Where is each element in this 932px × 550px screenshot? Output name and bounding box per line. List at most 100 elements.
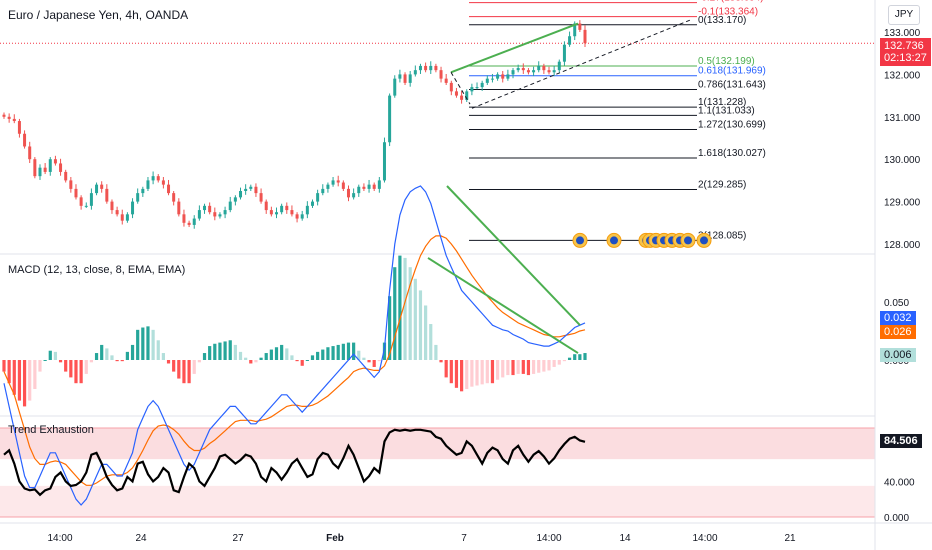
macd-histogram-bar (285, 348, 289, 360)
candle (403, 74, 407, 83)
macd-histogram-bar (2, 360, 6, 372)
macd-histogram-bar (583, 353, 587, 360)
macd-histogram-bar (310, 355, 315, 360)
macd-histogram-bar (357, 350, 361, 360)
fib-level-label: 1(131.228) (698, 97, 746, 108)
macd-histogram-bar (17, 360, 22, 401)
macd-histogram-bar (542, 360, 546, 372)
macd-histogram-bar (305, 360, 309, 361)
candle (521, 68, 525, 71)
event-marker-flag (684, 236, 692, 245)
candle (372, 184, 376, 189)
macd-histogram-bar (208, 346, 212, 360)
candle (511, 70, 515, 75)
macd-histogram-bar (89, 360, 94, 363)
bar-countdown: 02:13:27 (884, 52, 927, 64)
candle (439, 70, 443, 79)
candle (192, 218, 196, 225)
candle (516, 68, 520, 71)
macd-histogram-bar (233, 344, 237, 360)
symbol-title: Euro / Japanese Yen, 4h, OANDA (8, 8, 189, 22)
candle (346, 188, 350, 198)
price-axis-tick: 132.000 (884, 70, 921, 81)
macd-histogram-bar (511, 360, 515, 376)
candle (53, 159, 57, 164)
candle (23, 133, 27, 147)
macd-histogram-bar (372, 360, 376, 367)
candle (59, 163, 63, 172)
candle (573, 23, 577, 37)
fib-baseline (471, 18, 693, 109)
macd-histogram-bar (269, 349, 273, 360)
candle (203, 205, 207, 211)
event-marker-flag (576, 236, 584, 245)
macd-histogram-bar (120, 360, 124, 362)
signal-value-tag: 0.026 (880, 325, 916, 339)
macd-histogram-bar (413, 278, 417, 360)
macd-histogram-bar (74, 360, 78, 384)
candle (285, 205, 289, 211)
macd-histogram-bar (197, 360, 201, 363)
candle (352, 193, 356, 198)
time-axis-tick: 14:00 (47, 533, 72, 544)
macd-histogram-bar (578, 354, 582, 360)
macd-histogram-bar (125, 351, 129, 360)
candle (408, 74, 412, 83)
macd-histogram-bar (506, 360, 510, 376)
candle (33, 159, 37, 177)
candle (197, 210, 201, 219)
macd-histogram-bar (280, 344, 284, 360)
candle (275, 212, 279, 215)
fib-level-label: 1.272(130.699) (698, 120, 766, 131)
macd-histogram-bar (58, 360, 63, 363)
candle (254, 186, 258, 194)
candle (84, 205, 88, 207)
macd-histogram-bar (449, 360, 453, 384)
macd-histogram-bar (521, 360, 525, 374)
candle (239, 191, 243, 198)
macd-histogram-bar (151, 329, 155, 360)
macd-histogram-bar (115, 360, 119, 362)
candle (310, 201, 314, 206)
macd-value-tag: 0.032 (880, 311, 916, 325)
macd-histogram-bar (130, 344, 135, 360)
candle (357, 186, 361, 194)
macd-histogram-bar (182, 360, 186, 384)
candle (233, 197, 237, 202)
candle (48, 159, 52, 172)
macd-histogram-bar (156, 340, 160, 360)
candle (89, 193, 93, 206)
macd-histogram-bar (393, 267, 397, 360)
macd-histogram-bar (398, 255, 402, 360)
candle (526, 70, 530, 73)
currency-button[interactable]: JPY (888, 5, 920, 25)
fib-level-label: 2(129.285) (698, 180, 746, 191)
macd-histogram-bar (552, 360, 556, 367)
macd-histogram-bar (64, 360, 68, 372)
candle (172, 193, 176, 202)
time-axis-tick: Feb (326, 533, 344, 544)
macd-histogram-bar (110, 355, 114, 360)
macd-histogram-bar (136, 329, 140, 360)
candle (532, 70, 536, 73)
fib-level-label: 1.1(131.033) (698, 105, 755, 116)
macd-histogram-bar (434, 344, 438, 360)
macd-histogram-bar (531, 360, 536, 374)
macd-histogram-bar (367, 360, 371, 363)
candle (269, 210, 273, 215)
macd-histogram-bar (202, 353, 207, 360)
macd-histogram-bar (53, 351, 58, 360)
macd-histogram-bar (316, 351, 320, 360)
candle (280, 205, 284, 213)
candle (151, 176, 155, 181)
macd-histogram-bar (105, 348, 109, 360)
candle (552, 70, 556, 73)
macd-histogram-bar (475, 360, 479, 386)
candle (100, 184, 104, 189)
macd-histogram-bar (28, 360, 32, 401)
time-axis-tick: 7 (461, 533, 467, 544)
event-marker-flag (610, 236, 618, 245)
macd-histogram-bar (161, 353, 165, 360)
oversold-band (0, 485, 875, 517)
